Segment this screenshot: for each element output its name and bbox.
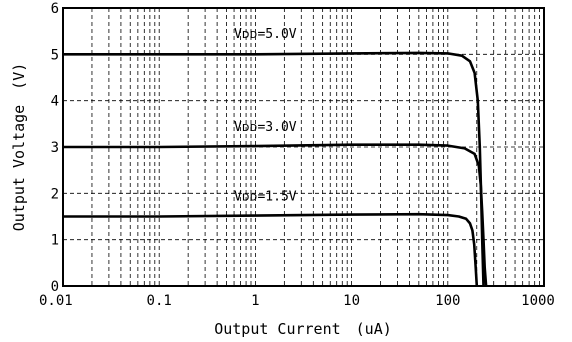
y-tick-label: 4 [51, 94, 59, 110]
y-tick-label: 5 [51, 47, 59, 63]
y-tick-labels: 0 1 2 3 4 5 6 [51, 1, 59, 295]
series-line-3 [63, 212, 479, 287]
x-tick-label: 1000 [521, 293, 555, 309]
vdd-annotation: Vᴅᴅ=1.5V [234, 189, 297, 204]
vdd-annotation: Vᴅᴅ=3.0V [234, 120, 297, 135]
annotations: Vᴅᴅ=5.0V Vᴅᴅ=3.0V Vᴅᴅ=1.5V [234, 27, 297, 204]
series-line-2 [63, 143, 488, 287]
y-tick-label: 6 [51, 1, 59, 17]
series-line-1 [63, 51, 485, 287]
x-tick-label: 1 [251, 293, 259, 309]
x-tick-label: 10 [343, 293, 360, 309]
vdd-annotation: Vᴅᴅ=5.0V [234, 27, 297, 42]
y-tick-label: 0 [51, 279, 59, 295]
x-tick-label: 100 [435, 293, 460, 309]
x-tick-labels: 0.01 0.1 1 10 100 1000 [39, 293, 555, 309]
x-tick-label: 0.01 [39, 293, 73, 309]
plot-frame [62, 7, 545, 287]
curves [63, 51, 488, 287]
y-tick-label: 2 [51, 186, 59, 202]
y-axis-label: Output Voltage (V) [10, 63, 28, 232]
x-tick-label: 0.1 [147, 293, 172, 309]
y-tick-label: 3 [51, 140, 59, 156]
x-axis-label: Output Current (uA) [214, 320, 392, 338]
y-tick-label: 1 [51, 233, 59, 249]
